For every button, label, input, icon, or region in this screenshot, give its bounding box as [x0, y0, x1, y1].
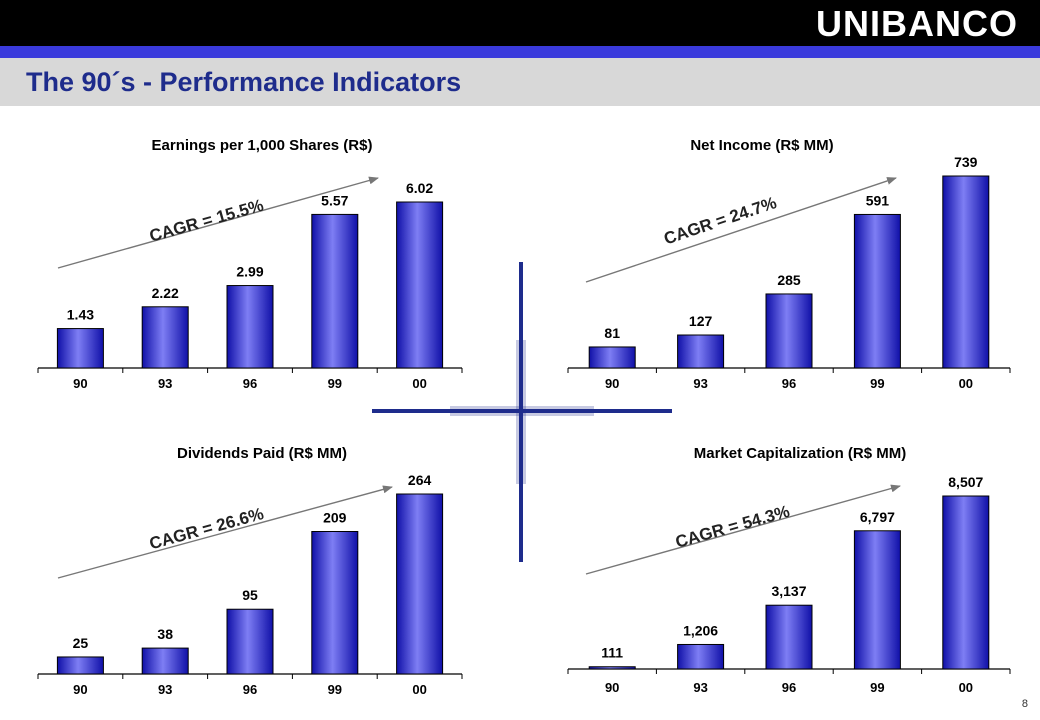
tick-label-00: 00 [959, 680, 973, 695]
tick-label-00: 00 [959, 376, 973, 391]
growth-arrow [585, 177, 897, 283]
data-label-93: 1,206 [683, 622, 718, 638]
bar-00 [396, 493, 444, 675]
top-banner [0, 0, 1040, 46]
data-label-90: 111 [601, 645, 623, 661]
bar-00 [942, 175, 990, 369]
chart-earnings-per-share: Earnings per 1,000 Shares (R$) 1.43 90 2.22… [37, 137, 463, 391]
page-title: The 90´s - Performance Indicators [26, 67, 462, 97]
tick-label-90: 90 [605, 376, 619, 391]
chart-title: Net Income (R$ MM) [690, 137, 833, 154]
tick-label-90: 90 [605, 680, 619, 695]
cagr-annotation: CAGR = 54.3% [673, 502, 791, 552]
title-bar [0, 58, 1040, 106]
bar-99 [311, 213, 359, 369]
cagr-annotation: CAGR = 15.5% [147, 196, 265, 246]
bar-93 [141, 306, 189, 369]
data-label-96: 3,137 [771, 583, 806, 599]
chart-title: Earnings per 1,000 Shares (R$) [152, 137, 373, 154]
bar-99 [853, 530, 901, 670]
tick-label-00: 00 [412, 682, 426, 697]
chart-market-capitalization: Market Capitalization (R$ MM) 111 90 1,206 9… [567, 445, 1011, 695]
bar-00 [942, 495, 990, 670]
unibanco-logo: UNIBANCO [816, 3, 1018, 44]
tick-label-96: 96 [243, 682, 257, 697]
bar-93 [677, 643, 725, 670]
chart-title: Dividends Paid (R$ MM) [177, 445, 347, 462]
growth-arrow [57, 176, 379, 269]
bar-90 [56, 328, 104, 369]
bar-90 [56, 656, 104, 675]
bar-99 [311, 531, 359, 675]
bar-96 [226, 608, 274, 675]
bar-96 [765, 293, 813, 369]
tick-label-99: 99 [328, 376, 342, 391]
data-label-00: 6.02 [406, 180, 433, 196]
data-label-96: 95 [242, 587, 258, 603]
chart-dividends-paid: Dividends Paid (R$ MM) 25 90 38 93 95 96 209 99 2… [37, 445, 463, 697]
tick-label-96: 96 [782, 376, 796, 391]
chart-title: Market Capitalization (R$ MM) [694, 445, 907, 462]
data-label-99: 591 [866, 192, 890, 208]
data-label-93: 38 [157, 626, 173, 642]
data-label-00: 8,507 [948, 474, 983, 490]
tick-label-99: 99 [870, 680, 884, 695]
cagr-annotation: CAGR = 24.7% [661, 193, 779, 248]
tick-label-93: 93 [158, 682, 172, 697]
growth-arrow [585, 484, 901, 575]
accent-stripe [0, 46, 1040, 58]
bar-96 [765, 604, 813, 670]
bar-93 [141, 647, 189, 675]
cross-horizontal [372, 409, 672, 413]
bar-96 [226, 285, 274, 369]
tick-label-99: 99 [328, 682, 342, 697]
data-label-96: 2.99 [236, 264, 263, 280]
bar-93 [677, 334, 725, 369]
bar-00 [396, 201, 444, 369]
cagr-annotation: CAGR = 26.6% [147, 504, 265, 553]
tick-label-90: 90 [73, 376, 87, 391]
tick-label-96: 96 [782, 680, 796, 695]
tick-label-93: 93 [693, 680, 707, 695]
data-label-93: 2.22 [152, 285, 179, 301]
bar-90 [588, 346, 636, 369]
data-label-99: 5.57 [321, 192, 348, 208]
data-label-96: 285 [777, 272, 801, 288]
data-label-93: 127 [689, 313, 713, 329]
bar-90 [588, 666, 636, 670]
data-label-90: 1.43 [67, 307, 94, 323]
data-label-90: 25 [73, 635, 89, 651]
cross-glow-vertical [516, 340, 526, 484]
chart-net-income: Net Income (R$ MM) 81 90 127 93 285 96 591 99 739… [567, 137, 1011, 391]
tick-label-00: 00 [412, 376, 426, 391]
center-cross [372, 262, 672, 562]
data-label-99: 209 [323, 510, 347, 526]
data-label-00: 739 [954, 154, 978, 170]
tick-label-99: 99 [870, 376, 884, 391]
tick-label-93: 93 [158, 376, 172, 391]
data-label-90: 81 [604, 325, 620, 341]
cross-glow-horizontal [450, 406, 594, 416]
tick-label-96: 96 [243, 376, 257, 391]
tick-label-90: 90 [73, 682, 87, 697]
data-label-00: 264 [408, 472, 432, 488]
bar-99 [853, 213, 901, 369]
data-label-99: 6,797 [860, 509, 895, 525]
page-number: 8 [1021, 698, 1028, 710]
tick-label-93: 93 [693, 376, 707, 391]
growth-arrow [57, 485, 393, 579]
